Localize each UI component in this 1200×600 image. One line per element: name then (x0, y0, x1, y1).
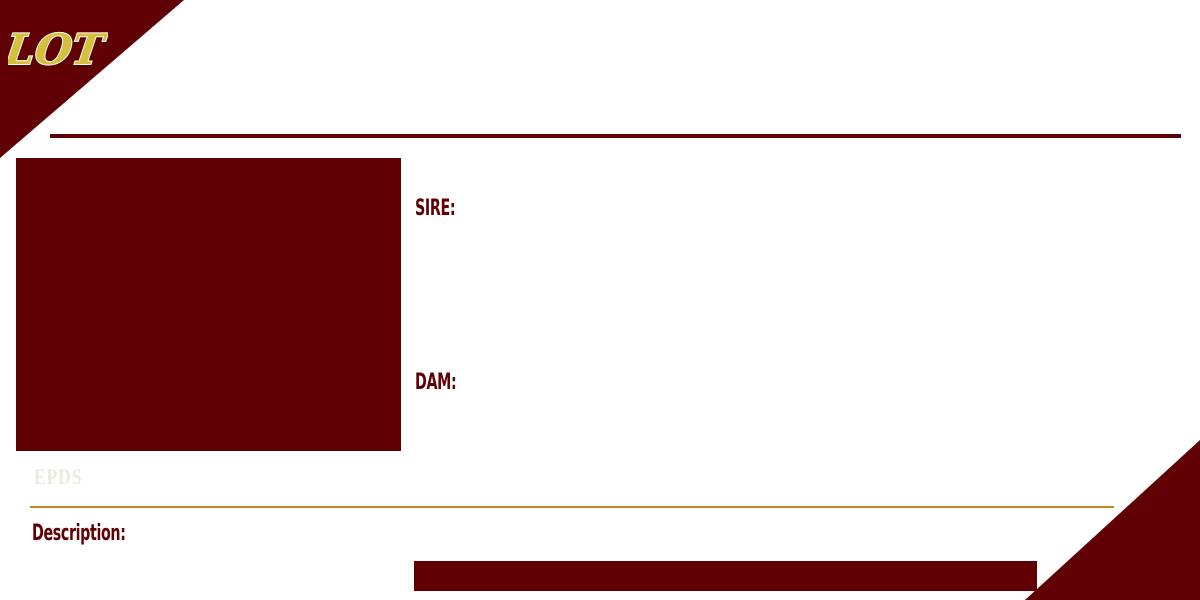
footer-bar (414, 561, 1037, 591)
header-divider (50, 134, 1181, 138)
dam-label: DAM: (415, 370, 457, 395)
description-label: Description: (32, 521, 126, 546)
sire-label: SIRE: (415, 196, 456, 221)
lot-badge-text: LOT (8, 24, 108, 72)
description-divider (30, 506, 1114, 508)
bottom-right-corner-triangle (1025, 440, 1200, 600)
photo-placeholder (16, 158, 401, 451)
epds-label: EPDS (34, 464, 83, 489)
lot-badge-logo: LOT (8, 23, 108, 72)
top-left-corner-triangle (0, 0, 184, 158)
